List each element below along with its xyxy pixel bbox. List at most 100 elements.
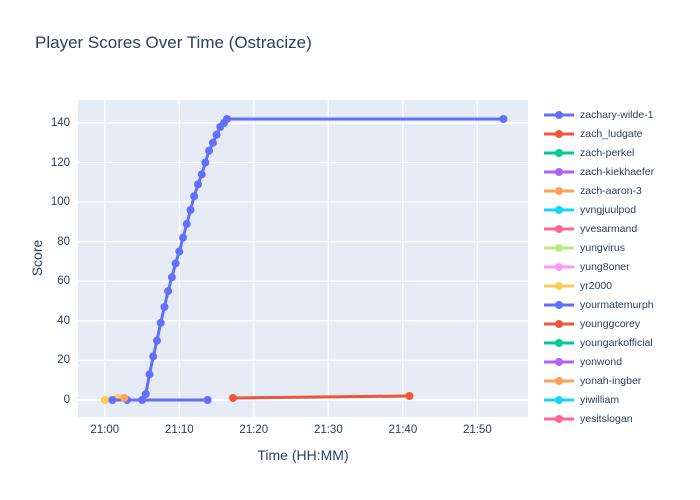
series-marker-zachary-wilde-1 xyxy=(164,287,173,296)
legend-label: yvngjuulpod xyxy=(580,203,637,216)
legend: zachary-wilde-1 zach_ludgate zach-perkel za… xyxy=(543,105,654,428)
y-tick-label: 120 xyxy=(50,156,70,169)
series-marker-yr2000 xyxy=(100,396,109,404)
legend-item-yonwond[interactable]: yonwond xyxy=(543,352,654,371)
legend-label: yourmatemurph xyxy=(580,298,654,311)
series-marker-zachary-wilde-1 xyxy=(141,390,150,398)
series-marker-yonah-ingber xyxy=(120,394,129,402)
series-marker-zachary-wilde-1 xyxy=(194,180,202,189)
legend-label: yungvirus xyxy=(580,241,625,254)
legend-item-yonah-ingber[interactable]: yonah-ingber xyxy=(543,371,654,390)
y-tick-label: 80 xyxy=(57,235,70,248)
legend-item-yvesarmand[interactable]: yvesarmand xyxy=(543,219,654,238)
legend-line-marker-icon xyxy=(544,205,574,214)
series-marker-zachary-wilde-1 xyxy=(171,259,180,268)
legend-item-zach_ludgate[interactable]: zach_ludgate xyxy=(543,124,654,143)
legend-line-marker-icon xyxy=(544,262,574,271)
legend-label: yiwilliam xyxy=(580,393,620,406)
series-marker-zachary-wilde-1 xyxy=(167,273,176,282)
series-marker-zachary-wilde-1 xyxy=(499,115,508,123)
legend-line-marker-icon xyxy=(544,281,574,290)
legend-line-marker-icon xyxy=(544,186,574,195)
legend-label: zach_ludgate xyxy=(580,127,643,140)
series-marker-yourmatemurph xyxy=(108,396,117,404)
x-tick-label: 21:50 xyxy=(462,424,492,436)
series-line-zach_ludgate xyxy=(231,394,411,400)
y-tick-label: 140 xyxy=(50,116,70,129)
legend-line-marker-icon xyxy=(544,376,574,385)
legend-line-marker-icon xyxy=(544,110,574,119)
series-marker-zachary-wilde-1 xyxy=(212,130,221,139)
series-marker-zachary-wilde-1 xyxy=(160,303,169,311)
plot-svg xyxy=(78,100,528,417)
series-marker-zachary-wilde-1 xyxy=(186,206,195,214)
series-marker-zachary-wilde-1 xyxy=(153,336,161,345)
series-marker-zachary-wilde-1 xyxy=(208,138,217,147)
legend-label: zachary-wilde-1 xyxy=(580,108,654,121)
series-marker-zachary-wilde-1 xyxy=(149,352,158,361)
series-line-zachary-wilde-1 xyxy=(125,117,505,402)
series-marker-zachary-wilde-1 xyxy=(201,158,210,167)
legend-label: yung8oner xyxy=(580,260,630,273)
legend-line-marker-icon xyxy=(544,319,574,328)
x-tick-label: 21:40 xyxy=(388,424,418,436)
legend-item-yungvirus[interactable]: yungvirus xyxy=(543,238,654,257)
legend-line-marker-icon xyxy=(544,414,574,423)
legend-item-younggcorey[interactable]: younggcorey xyxy=(543,314,654,333)
legend-label: zach-perkel xyxy=(580,146,635,159)
legend-line-marker-icon xyxy=(544,243,574,252)
legend-item-zach-kiekhaefer[interactable]: zach-kiekhaefer xyxy=(543,162,654,181)
legend-label: zach-kiekhaefer xyxy=(580,165,655,178)
legend-label: yesitslogan xyxy=(580,412,633,425)
legend-label: zach-aaron-3 xyxy=(580,184,642,197)
series-marker-yourmatemurph xyxy=(203,396,212,404)
series-marker-zachary-wilde-1 xyxy=(145,370,154,379)
legend-item-youngarkofficial[interactable]: youngarkofficial xyxy=(543,333,654,352)
series-marker-zachary-wilde-1 xyxy=(190,192,199,201)
legend-label: younggcorey xyxy=(580,317,641,330)
legend-item-zach-aaron-3[interactable]: zach-aaron-3 xyxy=(543,181,654,200)
y-axis-title: Score xyxy=(29,239,45,277)
legend-item-zachary-wilde-1[interactable]: zachary-wilde-1 xyxy=(543,105,654,124)
legend-label: youngarkofficial xyxy=(580,336,653,349)
series-marker-zachary-wilde-1 xyxy=(175,247,184,256)
series-marker-zach_ludgate xyxy=(405,392,414,400)
x-tick-label: 21:30 xyxy=(313,424,343,436)
y-tick-label: 0 xyxy=(63,393,70,406)
chart-title: Player Scores Over Time (Ostracize) xyxy=(35,33,312,52)
legend-line-marker-icon xyxy=(544,224,574,233)
legend-line-marker-icon xyxy=(544,129,574,138)
legend-label: yr2000 xyxy=(580,279,613,292)
y-tick-label: 40 xyxy=(57,314,70,327)
legend-line-marker-icon xyxy=(544,300,574,309)
legend-line-marker-icon xyxy=(544,148,574,157)
series-marker-zachary-wilde-1 xyxy=(205,146,214,155)
legend-label: yonwond xyxy=(580,355,623,368)
legend-item-zach-perkel[interactable]: zach-perkel xyxy=(543,143,654,162)
legend-line-marker-icon xyxy=(544,357,574,366)
series-marker-zachary-wilde-1 xyxy=(156,318,165,327)
x-tick-label: 21:00 xyxy=(90,424,120,436)
series-marker-zach_ludgate xyxy=(229,394,237,402)
legend-label: yvesarmand xyxy=(580,222,638,235)
series-marker-zachary-wilde-1 xyxy=(223,115,231,123)
x-tick-label: 21:20 xyxy=(239,424,269,436)
legend-item-yvngjuulpod[interactable]: yvngjuulpod xyxy=(543,200,654,219)
legend-item-yung8oner[interactable]: yung8oner xyxy=(543,257,654,276)
legend-line-marker-icon xyxy=(544,338,574,347)
legend-line-marker-icon xyxy=(544,395,574,404)
series-marker-zachary-wilde-1 xyxy=(182,219,191,228)
x-tick-label: 21:10 xyxy=(164,424,194,436)
legend-item-yourmatemurph[interactable]: yourmatemurph xyxy=(543,295,654,314)
legend-item-yr2000[interactable]: yr2000 xyxy=(543,276,654,295)
y-tick-label: 100 xyxy=(50,196,70,209)
legend-item-yiwilliam[interactable]: yiwilliam xyxy=(543,390,654,409)
series-marker-zachary-wilde-1 xyxy=(197,170,206,179)
plot-area[interactable] xyxy=(78,100,528,417)
legend-line-marker-icon xyxy=(544,167,574,176)
y-tick-label: 60 xyxy=(57,275,70,288)
series-marker-zachary-wilde-1 xyxy=(179,233,187,242)
legend-item-yesitslogan[interactable]: yesitslogan xyxy=(543,409,654,428)
y-tick-label: 20 xyxy=(57,354,70,367)
